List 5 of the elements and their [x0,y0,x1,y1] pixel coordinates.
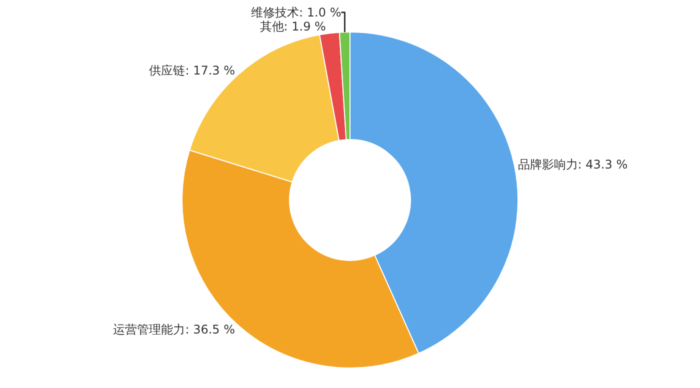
slice-label: 供应链: 17.3 % [149,63,236,78]
slice-label: 运营管理能力: 36.5 % [113,322,236,337]
slice-label: 其他: 1.9 % [260,19,326,34]
slice-label: 维修技术: 1.0 % [251,5,342,20]
slice-label: 品牌影响力: 43.3 % [518,158,628,172]
